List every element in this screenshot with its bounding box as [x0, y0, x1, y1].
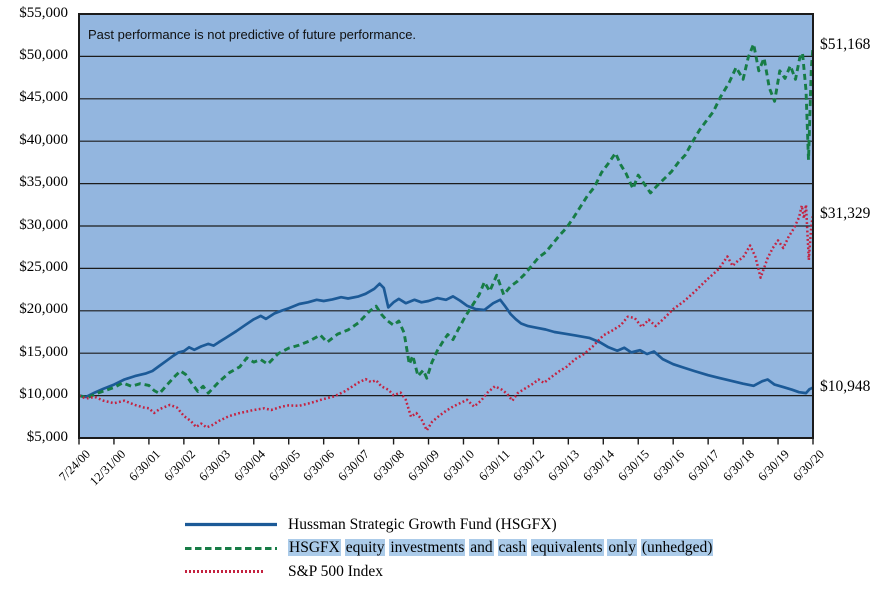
end-value-hsgfx: $10,948 [820, 377, 871, 395]
y-tick-label: $10,000 [19, 386, 68, 403]
highlighted-word: and [469, 539, 494, 557]
highlighted-word: equity [344, 539, 386, 557]
highlighted-word: only [607, 539, 637, 557]
y-tick-label: $20,000 [19, 301, 68, 318]
highlighted-word: HSGFX [288, 539, 341, 557]
highlighted-word: (unhedged) [640, 539, 714, 557]
y-tick-label: $35,000 [19, 174, 68, 191]
end-value-sp500: $31,329 [820, 204, 871, 222]
highlighted-word: equivalents [530, 539, 604, 557]
legend: Hussman Strategic Growth Fund (HSGFX) HS… [185, 513, 714, 584]
y-tick-label: $45,000 [19, 89, 68, 106]
legend-label-sp500: S&P 500 Index [288, 562, 384, 580]
highlighted-word: investments [389, 539, 466, 557]
legend-label-unhedged: HSGFX equity investments and cash equiva… [288, 539, 714, 557]
hsgfx-line-sample-icon [185, 523, 277, 527]
unhedged-line-sample-icon [185, 546, 277, 550]
y-tick-label: $40,000 [19, 131, 68, 148]
sp500-line-sample-icon [185, 570, 263, 574]
y-tick-label: $5,000 [26, 428, 68, 445]
past-performance-note: Past performance is not predictive of fu… [88, 27, 417, 42]
end-value-unhedged: $51,168 [820, 36, 871, 54]
y-tick-label: $15,000 [19, 343, 68, 360]
legend-row-unhedged: HSGFX equity investments and cash equiva… [185, 537, 714, 561]
y-tick-label: $30,000 [19, 216, 68, 233]
highlighted-word: cash [497, 539, 528, 557]
y-tick-label: $50,000 [19, 46, 68, 63]
legend-label-hsgfx: Hussman Strategic Growth Fund (HSGFX) [288, 515, 557, 533]
legend-row-sp500: S&P 500 Index [185, 560, 713, 584]
y-tick-label: $25,000 [19, 258, 68, 275]
legend-row-hsgfx: Hussman Strategic Growth Fund (HSGFX) [185, 513, 713, 537]
y-tick-label: $55,000 [19, 4, 68, 21]
